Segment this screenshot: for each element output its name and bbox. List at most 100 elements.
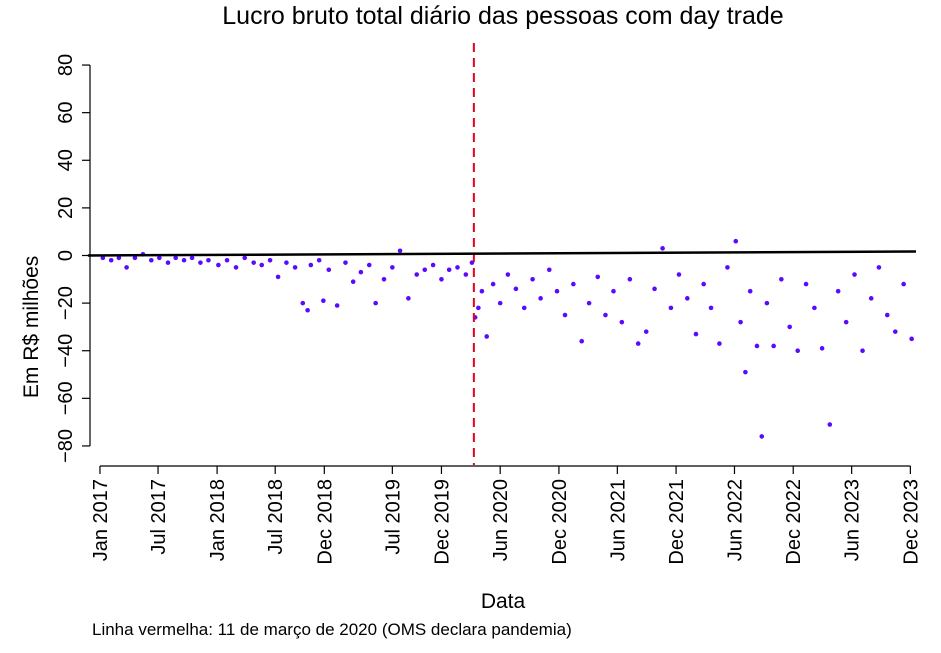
x-tick-label: Dec 2022 <box>783 479 805 565</box>
data-point <box>530 277 535 282</box>
data-point <box>116 255 122 261</box>
data-point <box>676 272 682 277</box>
x-axis-label: Data <box>481 590 526 613</box>
data-point <box>189 255 195 261</box>
data-point <box>124 265 129 270</box>
x-tick-label: Jan 2017 <box>90 479 112 561</box>
data-point <box>334 303 340 308</box>
x-tick-label: Jul 2019 <box>382 479 404 555</box>
x-tick-label: Dec 2019 <box>431 479 453 565</box>
data-point <box>233 265 239 270</box>
data-point <box>627 277 633 282</box>
data-point <box>538 296 543 301</box>
data-points <box>100 238 914 439</box>
data-point <box>693 331 699 337</box>
data-point <box>603 312 608 318</box>
data-point <box>759 434 765 439</box>
data-point <box>619 319 625 325</box>
data-point <box>668 305 674 311</box>
x-tick-label: Jul 2018 <box>265 479 287 555</box>
data-point <box>513 286 519 292</box>
data-point <box>390 265 395 270</box>
data-point <box>439 277 444 282</box>
data-point <box>743 369 748 375</box>
x-tick-label: Jan 2018 <box>207 479 229 561</box>
data-point <box>259 262 265 268</box>
data-point <box>358 269 364 275</box>
data-point <box>497 300 503 306</box>
data-point <box>725 265 730 270</box>
y-axis: −80 −60 −40 −20 0 20 40 60 80 <box>55 54 91 463</box>
data-point <box>738 319 743 325</box>
data-point <box>835 288 841 294</box>
x-tick-label: Dec 2023 <box>900 479 922 565</box>
x-tick-label: Jun 2021 <box>607 479 629 561</box>
data-point <box>787 324 792 330</box>
data-point <box>397 248 403 254</box>
data-point <box>366 262 372 268</box>
y-tick-label: −80 <box>55 429 77 463</box>
y-tick-label: 80 <box>55 54 77 76</box>
data-point <box>305 307 310 313</box>
data-point <box>901 281 906 287</box>
data-point <box>165 260 171 265</box>
data-point <box>803 281 809 287</box>
data-point <box>463 272 469 277</box>
data-point <box>571 281 576 287</box>
data-point <box>206 257 211 263</box>
data-point <box>827 422 833 427</box>
x-tick-label: Jun 2022 <box>724 479 746 561</box>
data-point <box>754 343 760 349</box>
data-point <box>484 334 490 339</box>
y-tick-label: 40 <box>55 149 77 171</box>
data-point <box>284 260 289 265</box>
data-point <box>685 296 690 301</box>
y-tick-label: −20 <box>55 286 77 320</box>
data-point <box>350 279 356 284</box>
data-point <box>181 257 187 263</box>
data-point <box>292 265 298 270</box>
x-tick-label: Jul 2017 <box>148 479 170 555</box>
data-point <box>860 348 865 354</box>
data-point <box>343 260 348 265</box>
data-point <box>643 329 649 334</box>
y-tick-label: 20 <box>55 197 77 219</box>
data-point <box>216 262 221 268</box>
data-point <box>771 343 776 349</box>
x-tick-label: Dec 2021 <box>666 479 688 565</box>
data-point <box>554 288 560 294</box>
data-point <box>157 255 162 261</box>
data-point <box>595 274 601 280</box>
data-point <box>868 296 874 301</box>
data-point <box>843 319 849 325</box>
data-point <box>198 260 203 265</box>
y-tick-label: −60 <box>55 381 77 415</box>
data-point <box>406 296 411 301</box>
data-point <box>546 267 552 273</box>
data-point <box>242 255 248 261</box>
zero-reference-line <box>87 250 917 257</box>
data-point <box>611 288 616 294</box>
data-point <box>422 267 428 273</box>
data-point <box>414 272 420 277</box>
y-tick-label: 60 <box>55 102 77 124</box>
data-point <box>747 288 753 294</box>
data-point <box>373 300 378 306</box>
data-point <box>819 346 825 351</box>
data-point <box>446 267 452 273</box>
data-point <box>635 341 641 346</box>
data-point <box>779 277 784 282</box>
data-point <box>108 257 114 263</box>
data-point <box>381 277 387 282</box>
data-point <box>455 265 460 270</box>
data-point <box>251 260 256 265</box>
y-tick-label: 0 <box>55 250 77 261</box>
data-point <box>579 338 585 344</box>
data-point <box>479 288 485 294</box>
x-tick-label: Jun 2020 <box>490 479 512 561</box>
x-tick-label: Dec 2020 <box>549 479 571 565</box>
data-point <box>652 286 657 292</box>
chart-title: Lucro bruto total diário das pessoas com… <box>222 2 783 30</box>
data-point <box>876 265 882 270</box>
